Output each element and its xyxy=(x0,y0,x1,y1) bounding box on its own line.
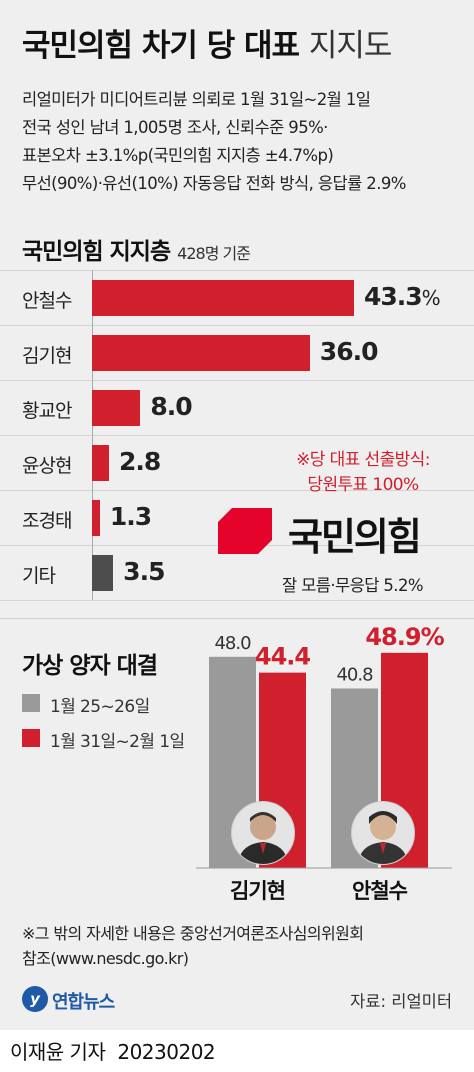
legend-label: 1월 31일~2월 1일 xyxy=(50,732,185,752)
footnote-line: 참조(www.nesdc.go.kr) xyxy=(22,949,189,968)
divider xyxy=(0,490,474,491)
matchup-bar-chart: 48.0 44.4 김기현 40.8 48.9% 안철수 xyxy=(196,623,452,903)
footnote: ※그 밖의 자세한 내용은 중앙선거여론조사심의위원회 참조(www.nesdc… xyxy=(22,921,462,971)
survey-info-line: 리얼미터가 미디어트리뷴 의뢰로 1월 31일~2월 1일 xyxy=(22,90,371,109)
divider xyxy=(0,325,474,326)
title-light: 지지도 xyxy=(308,28,393,64)
person-icon xyxy=(358,811,408,864)
agency-logo-icon: y xyxy=(22,986,48,1012)
legend-item: 1월 31일~2월 1일 xyxy=(22,727,212,752)
matchup-value-label: 48.9% xyxy=(365,623,444,651)
matchup-category-label: 안철수 xyxy=(352,879,408,903)
section2-title: 가상 양자 대결 xyxy=(22,653,158,679)
method-note-line: ※당 대표 선출방식: xyxy=(296,450,430,470)
footnote-line: ※그 밖의 자세한 내용은 중앙선거여론조사심의위원회 xyxy=(22,924,364,943)
section1-note: 428명 기준 xyxy=(177,244,251,263)
divider xyxy=(0,270,474,271)
bar xyxy=(92,279,354,316)
byline: 이재윤 기자 20230202 xyxy=(10,1036,216,1065)
source-note: 자료: 리얼미터 xyxy=(350,992,452,1011)
bar-category-label: 조경태 xyxy=(22,509,72,532)
bar-value-label: 2.8 xyxy=(118,446,161,476)
agency-logo: y 연합뉴스 xyxy=(22,984,162,1014)
bar-value-label: 1.3 xyxy=(109,501,152,531)
unknown-note: 잘 모름·무응답 5.2% xyxy=(282,576,424,595)
matchup-category-label: 김기현 xyxy=(230,879,285,903)
candidate-photo xyxy=(351,801,415,865)
bar xyxy=(92,499,100,536)
divider xyxy=(0,435,474,436)
legend-swatch xyxy=(22,729,40,747)
candidate-photo xyxy=(231,801,295,865)
bar xyxy=(92,444,109,481)
method-note: ※당 대표 선출방식: 당원투표 100% xyxy=(268,448,458,498)
bar xyxy=(92,334,310,371)
bar-category-label: 안철수 xyxy=(22,289,72,312)
legend-item: 1월 25~26일 xyxy=(22,692,212,717)
survey-info: 리얼미터가 미디어트리뷴 의뢰로 1월 31일~2월 1일 전국 성인 남녀 1… xyxy=(22,86,462,198)
section1-heading: 국민의힘 지지층 428명 기준 xyxy=(22,232,251,266)
survey-info-line: 전국 성인 남녀 1,005명 조사, 신뢰수준 95%· xyxy=(22,118,328,137)
section1-title: 국민의힘 지지층 xyxy=(22,239,171,265)
agency-logo-text: 연합뉴스 xyxy=(52,992,115,1013)
reporter-name: 이재윤 기자 xyxy=(10,1040,106,1064)
legend-label: 1월 25~26일 xyxy=(50,697,150,717)
divider xyxy=(0,380,474,381)
percent-sign: % xyxy=(421,285,441,310)
party-logo-icon xyxy=(218,508,272,554)
matchup-value-label: 40.8 xyxy=(336,664,373,685)
bar xyxy=(92,554,114,591)
bar-category-label: 황교안 xyxy=(22,399,72,422)
bar-value-label: 36.0 xyxy=(319,336,379,366)
bar-category-label: 김기현 xyxy=(22,344,72,367)
party-logo-text: 국민의힘 xyxy=(288,515,422,559)
survey-info-line: 표본오차 ±3.1%p(국민의힘 지지층 ±4.7%p) xyxy=(22,146,334,165)
publish-date: 20230202 xyxy=(117,1040,216,1064)
method-note-line: 당원투표 100% xyxy=(307,475,419,495)
infographic-panel: 국민의힘 차기 당 대표 지지도 리얼미터가 미디어트리뷴 의뢰로 1월 31일… xyxy=(0,0,474,1030)
bar-axis xyxy=(92,270,93,600)
matchup-value-label: 44.4 xyxy=(255,643,311,671)
bar-value-label: 43.3% xyxy=(363,281,441,311)
legend-swatch xyxy=(22,694,40,712)
page-title: 국민의힘 차기 당 대표 지지도 xyxy=(22,20,393,65)
bar-value-label: 8.0 xyxy=(150,391,192,421)
divider xyxy=(0,600,474,601)
section-divider xyxy=(0,618,474,619)
bar-category-label: 기타 xyxy=(22,564,56,587)
percent-sign: % xyxy=(421,623,445,651)
bar-category-label: 윤상현 xyxy=(22,454,72,477)
matchup-value-label: 48.0 xyxy=(214,633,251,654)
title-bold: 국민의힘 차기 당 대표 xyxy=(22,28,300,64)
bar-value-label: 3.5 xyxy=(123,556,165,586)
bar xyxy=(92,389,141,426)
survey-info-line: 무선(90%)·유선(10%) 자동응답 전화 방식, 응답률 2.9% xyxy=(22,174,406,193)
person-icon xyxy=(238,812,288,864)
